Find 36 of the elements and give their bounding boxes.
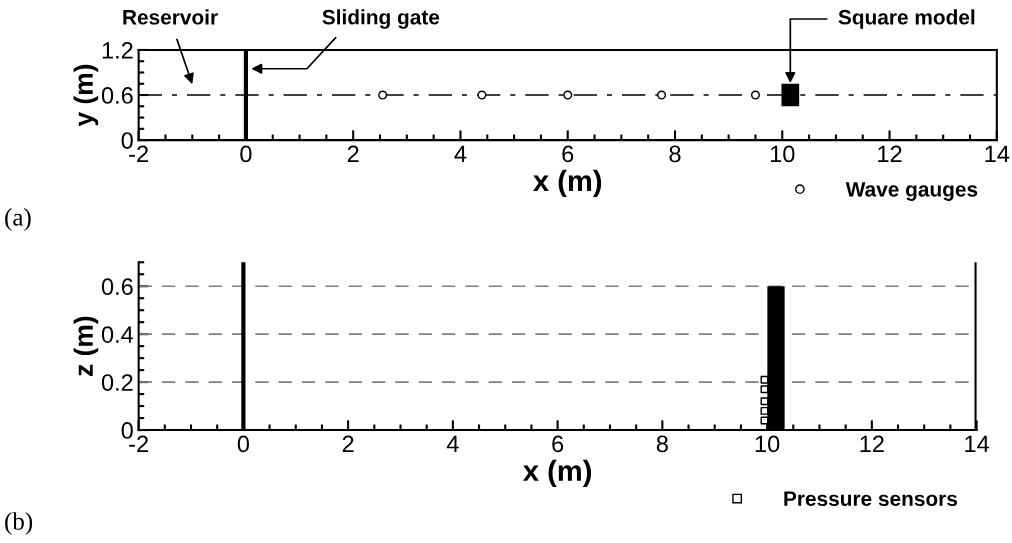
point xyxy=(760,385,769,394)
x-tick-label: 12 xyxy=(860,435,884,453)
text: Reservoir xyxy=(123,9,218,25)
text: (b) xyxy=(5,512,33,535)
y-tick-label: 1.2 xyxy=(102,42,133,59)
y-tick-label: 0.6 xyxy=(101,87,133,104)
y-tick-label: 0.4 xyxy=(101,326,134,343)
x-tick-label: 4 xyxy=(454,145,467,163)
point xyxy=(760,375,769,384)
point xyxy=(760,406,769,415)
y-axis-title: y (m) xyxy=(73,64,99,127)
x-tick-label: 2 xyxy=(342,435,354,453)
x-axis-title: x (m) xyxy=(533,169,602,197)
legend-label: Pressure sensors xyxy=(784,491,957,507)
x-tick-label: 12 xyxy=(878,145,902,163)
x-tick-label: 2 xyxy=(347,145,359,163)
x-tick-label: 0 xyxy=(240,145,252,163)
legend-label: Wave gauges xyxy=(845,182,978,201)
point xyxy=(760,397,769,406)
x-tick-label: 8 xyxy=(669,145,681,163)
text: (a) xyxy=(5,208,31,231)
x-tick-label: 4 xyxy=(446,435,459,453)
y-tick-label: 0.6 xyxy=(101,278,133,296)
x-tick-label: 0 xyxy=(237,435,250,453)
x-tick-label: 10 xyxy=(755,435,780,453)
y-tick-label: 0.2 xyxy=(101,374,133,391)
x-tick-label: 10 xyxy=(770,145,795,163)
x-axis-title: x (m) xyxy=(522,459,591,487)
y-axis-title: z (m) xyxy=(73,316,99,376)
x-tick-label: 14 xyxy=(985,145,1010,163)
x-tick-label: 6 xyxy=(552,435,564,453)
x-tick-label: 8 xyxy=(656,435,668,453)
x-tick-label: 14 xyxy=(965,435,990,453)
annotation: Square model xyxy=(838,9,975,29)
annotation: Sliding gate xyxy=(322,9,440,29)
x-tick-label: 6 xyxy=(562,145,574,163)
